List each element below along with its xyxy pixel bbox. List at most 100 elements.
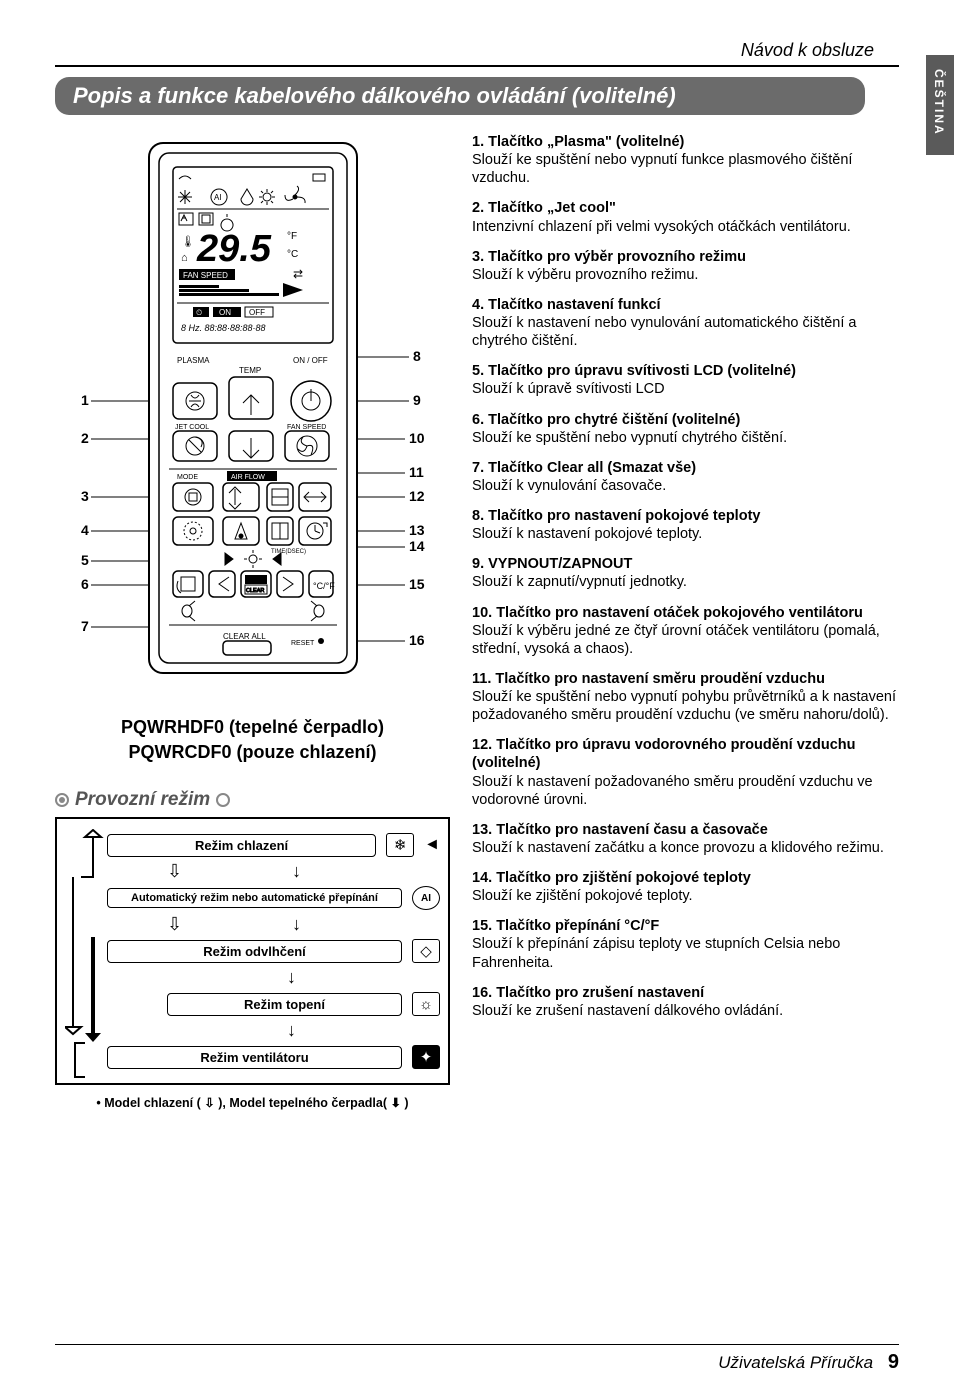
bullet-icon [55,793,69,807]
item-num: 14. [472,870,492,886]
item-num: 16. [472,985,492,1001]
function-list: 1. Tlačítko „Plasma" (volitelné)Slouží k… [472,133,899,1020]
callout-12: 12 [409,488,425,504]
model-line-1: PQWRHDF0 (tepelné čerpadlo) [55,715,450,740]
snowflake-icon: ❄ [386,833,414,857]
callout-9: 9 [413,392,421,408]
list-item: 5. Tlačítko pro úpravu svítivosti LCD (v… [472,362,899,398]
footer-text: Uživatelská Příručka [718,1353,873,1372]
callout-14: 14 [409,538,425,554]
item-desc: Slouží k nastavení pokojové teploty. [472,525,899,543]
item-num: 11. [472,671,491,687]
item-title: Tlačítko přepínání °C/°F [496,918,659,934]
callout-8: 8 [413,348,421,364]
language-tab-label: ČEŠTINA [926,55,946,136]
item-num: 1. [472,134,484,150]
btn-area-plasma: PLASMA [177,356,210,365]
item-num: 4. [472,297,484,313]
display-hz-row: 8 Hz. 88:88·88:88·88 [181,323,266,333]
remote-svg: 1 2 3 4 5 6 7 8 9 10 11 12 [73,133,433,693]
left-column: 1 2 3 4 5 6 7 8 9 10 11 12 [55,133,450,1110]
page-footer: Uživatelská Příručka 9 [55,1344,899,1374]
callout-13: 13 [409,522,425,538]
item-title: Tlačítko pro úpravu vodorovného proudění… [472,737,856,771]
mode-flow-box: Režim chlazení ❄ ◄ ⇩↓ Automatický režim … [55,817,450,1085]
mode-label: Režim topení [167,993,402,1016]
item-title: VYPNOUT/ZAPNOUT [488,556,632,572]
mode-row: Režim chlazení ❄ ◄ [107,833,440,857]
item-num: 13. [472,822,492,838]
display-swap-icon: ⇄ [293,267,303,281]
list-item: 6. Tlačítko pro chytré čištění (voliteln… [472,411,899,447]
mode-row: Režim topení ☼ [107,992,440,1016]
mode-section-header: Provozní režim [55,789,450,811]
mode-label: Režim chlazení [107,834,376,857]
fan-icon: ✦ [412,1045,440,1069]
callout-4: 4 [81,522,89,538]
display-house-icon: ⌂ [181,252,188,264]
display-unit-c: °C [287,249,298,260]
item-num: 12. [472,737,492,753]
item-title: Tlačítko „Jet cool" [488,200,616,216]
mode-label: Režim odvlhčení [107,940,402,963]
btn-area-reset: RESET [291,640,315,647]
btn-area-fanspeed: FAN SPEED [287,424,326,431]
list-item: 15. Tlačítko přepínání °C/°FSlouží k pře… [472,917,899,971]
item-desc: Slouží ke zrušení nastavení dálkového ov… [472,1002,899,1020]
flow-arrows-column [65,829,101,1073]
btn-clear-label: CLEAR [246,588,264,594]
flow-arrow: ↓ [107,1020,440,1041]
mode-label: Automatický režim nebo automatické přepí… [107,888,402,908]
item-num: 3. [472,249,484,265]
item-title: Tlačítko pro výběr provozního režimu [488,249,746,265]
btn-set-label: SET [249,578,261,584]
callout-2: 2 [81,430,89,446]
btn-area-jetcool: JET COOL [175,424,209,431]
item-title: Tlačítko pro nastavení času a časovače [496,822,768,838]
callout-5: 5 [81,552,89,568]
btn-area-clearall: CLEAR ALL [223,632,266,641]
item-title: Tlačítko Clear all (Smazat vše) [488,460,696,476]
callout-11: 11 [409,464,424,480]
item-title: Tlačítko „Plasma" (volitelné) [488,134,684,150]
two-column-layout: 1 2 3 4 5 6 7 8 9 10 11 12 [55,133,899,1110]
svg-text:°C/°F: °C/°F [313,581,335,591]
svg-text:AI: AI [214,193,222,202]
callout-1: 1 [81,392,89,408]
item-desc: Slouží k úpravě svítivosti LCD [472,380,899,398]
page: ČEŠTINA Návod k obsluze Popis a funkce k… [0,0,954,1400]
flow-arrows: ⇩↓ [107,914,440,935]
model-labels: PQWRHDF0 (tepelné čerpadlo) PQWRCDF0 (po… [55,715,450,765]
item-desc: Slouží k výběru jedné ze čtyř úrovní otá… [472,622,899,658]
mode-row: Automatický režim nebo automatické přepí… [107,886,440,910]
list-item: 4. Tlačítko nastavení funkcíSlouží k nas… [472,296,899,350]
btn-area-temp: TEMP [239,366,261,375]
doc-header: Návod k obsluze [55,40,899,61]
list-item: 2. Tlačítko „Jet cool"Intenzivní chlazen… [472,199,899,235]
btn-area-onoff: ON / OFF [293,356,328,365]
item-desc: Slouží k nastavení nebo vynulování autom… [472,314,899,350]
callout-6: 6 [81,576,89,592]
item-desc: Slouží ke zjištění pokojové teploty. [472,887,899,905]
item-title: Tlačítko pro nastavení otáček pokojového… [496,605,863,621]
list-item: 12. Tlačítko pro úpravu vodorovného prou… [472,736,899,809]
list-item: 11. Tlačítko pro nastavení směru prouděn… [472,670,899,724]
callout-10: 10 [409,430,425,446]
mode-row: Režim ventilátoru ✦ [107,1045,440,1069]
bottom-rule [55,1344,899,1345]
item-desc: Slouží k nastavení začátku a konce provo… [472,839,899,857]
list-item: 16. Tlačítko pro zrušení nastaveníSlouží… [472,984,899,1020]
svg-text:⏲: ⏲ [196,308,202,317]
item-desc: Slouží ke spuštění nebo vypnutí funkce p… [472,151,899,187]
list-item: 10. Tlačítko pro nastavení otáček pokojo… [472,604,899,658]
list-item: 9. VYPNOUT/ZAPNOUTSlouží k zapnutí/vypnu… [472,555,899,591]
list-item: 14. Tlačítko pro zjištění pokojové teplo… [472,869,899,905]
page-number: 9 [888,1351,899,1373]
display-temp: 29.5 [196,228,272,270]
item-title: Tlačítko pro zjištění pokojové teploty [496,870,751,886]
list-item: 7. Tlačítko Clear all (Smazat vše)Slouží… [472,459,899,495]
item-title: Tlačítko pro nastavení směru proudění vz… [495,671,825,687]
droplet-icon: ◇ [412,939,440,963]
mode-footnote: • Model chlazení ( ⇩ ), Model tepelného … [55,1095,450,1110]
mode-row: Režim odvlhčení ◇ [107,939,440,963]
